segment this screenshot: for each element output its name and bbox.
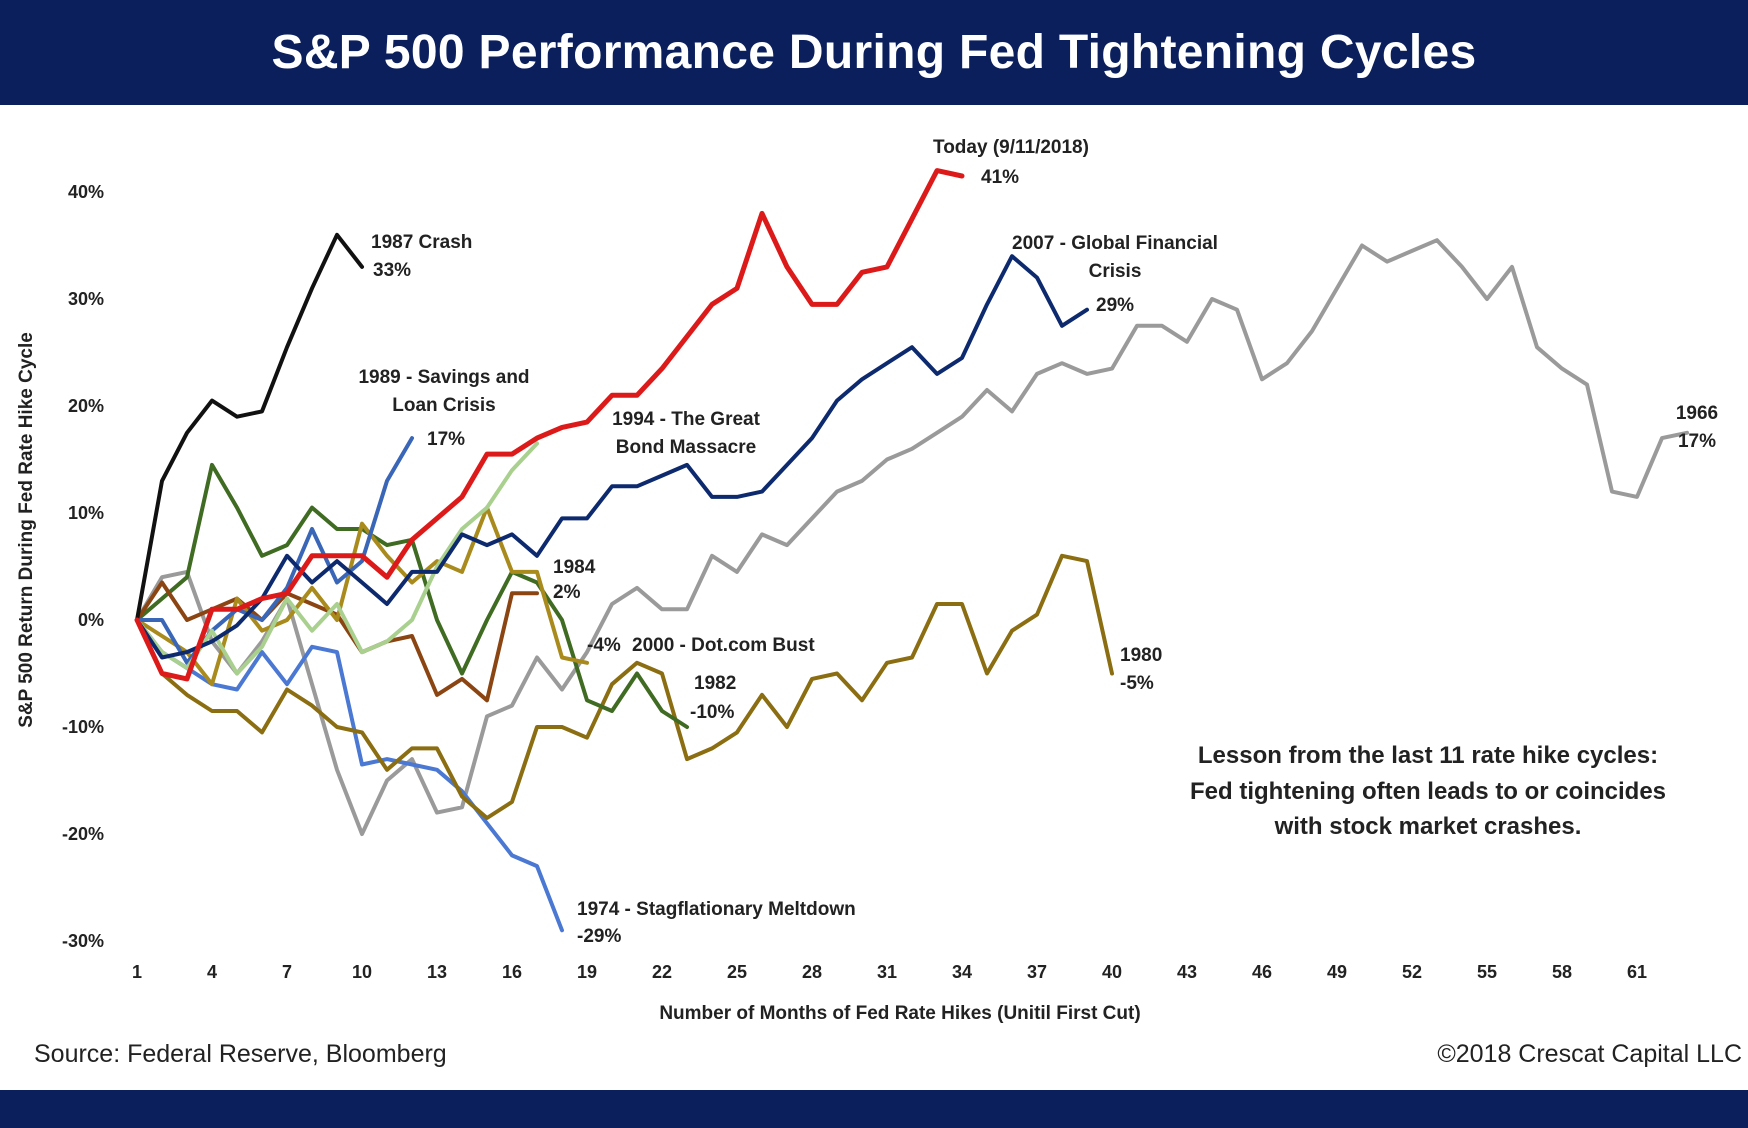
series-line-s1989 [135, 436, 414, 665]
header-bar: S&P 500 Performance During Fed Tightenin… [0, 0, 1748, 105]
lesson-line-2: Fed tightening often leads to or coincid… [1190, 778, 1666, 805]
y-tick-label: 30% [68, 289, 104, 309]
series-label-s1980: -5% [1120, 673, 1154, 694]
y-tick-label: 40% [68, 182, 104, 202]
x-tick-label: 19 [577, 962, 597, 982]
x-tick-label: 37 [1027, 962, 1047, 982]
series-label-s1989: 17% [427, 429, 465, 450]
lesson-line-3: with stock market crashes. [1274, 813, 1582, 840]
y-tick-labels: 40% 30% 20% 10% 0% -10% -20% -30% [62, 182, 104, 951]
page-title: S&P 500 Performance During Fed Tightenin… [271, 26, 1477, 79]
x-tick-labels: 1 4 7 10 13 16 19 22 25 28 31 34 37 40 43 46 49 52 55 58 61 [132, 962, 1647, 982]
series-line-today [134, 168, 965, 682]
series-label-s1982: 1982 [694, 673, 736, 694]
x-tick-label: 13 [427, 962, 447, 982]
footer-bar [0, 1090, 1748, 1128]
y-tick-label: 10% [68, 503, 104, 523]
series-line-s1966 [135, 238, 1689, 836]
series-line-s1994 [135, 254, 1089, 660]
series-label-today: Today (9/11/2018) [933, 137, 1089, 158]
x-axis-label: Number of Months of Fed Rate Hikes (Unit… [659, 1003, 1140, 1024]
series-label-s2000: -4% [587, 635, 621, 656]
series-label-s1987: 1987 Crash [371, 232, 472, 253]
series-label-s1974: -29% [577, 926, 621, 947]
series-label-s1994: 2007 - Global Financial [1012, 233, 1218, 254]
series-line-s1987 [135, 232, 364, 622]
series-line-s2000 [135, 505, 589, 687]
series-label-s1984: 1984 [553, 557, 596, 578]
x-tick-label: 40 [1102, 962, 1122, 982]
series-label-s1982: -10% [690, 702, 734, 723]
series-label-s1994: 29% [1096, 295, 1134, 316]
y-tick-label: 20% [68, 396, 104, 416]
y-tick-label: -10% [62, 717, 104, 737]
x-tick-label: 25 [727, 962, 747, 982]
x-tick-label: 1 [132, 962, 142, 982]
x-tick-label: 58 [1552, 962, 1572, 982]
series-lines [134, 168, 1689, 933]
y-tick-label: 0% [78, 610, 104, 630]
x-tick-label: 52 [1402, 962, 1422, 982]
x-tick-label: 46 [1252, 962, 1272, 982]
y-tick-label: -20% [62, 824, 104, 844]
source-note: Source: Federal Reserve, Bloomberg [34, 1040, 447, 1068]
series-label-today: 41% [981, 167, 1019, 188]
x-tick-label: 34 [952, 962, 972, 982]
x-tick-label: 43 [1177, 962, 1197, 982]
series-label-s1966: 1966 [1676, 403, 1718, 424]
x-tick-label: 28 [802, 962, 822, 982]
series-label-s1994: Bond Massacre [616, 437, 756, 458]
y-tick-label: -30% [62, 931, 104, 951]
series-label-s1989: Loan Crisis [392, 395, 495, 416]
x-tick-label: 61 [1627, 962, 1647, 982]
x-tick-label: 55 [1477, 962, 1497, 982]
series-labels: Today (9/11/2018) 41% 1987 Crash 33% 2007 - … [358, 137, 1718, 947]
series-label-s1987: 33% [373, 260, 411, 281]
x-tick-label: 31 [877, 962, 897, 982]
series-line-s1980 [135, 553, 1114, 820]
series-label-s1984: 2% [553, 582, 581, 603]
x-tick-label: 10 [352, 962, 372, 982]
x-tick-label: 4 [207, 962, 217, 982]
copyright-note: ©2018 Crescat Capital LLC [1437, 1040, 1742, 1068]
x-tick-label: 7 [282, 962, 292, 982]
series-label-s1974: 1974 - Stagflationary Meltdown [577, 899, 856, 920]
series-label-s1994: 1994 - The Great [612, 409, 761, 430]
series-label-s1966: 17% [1678, 431, 1716, 452]
x-tick-label: 49 [1327, 962, 1347, 982]
x-tick-label: 16 [502, 962, 522, 982]
series-label-s1989: 1989 - Savings and [358, 367, 529, 388]
y-axis-label: S&P 500 Return During Fed Rate Hike Cycl… [16, 332, 37, 728]
series-label-s1994: Crisis [1089, 261, 1142, 282]
x-tick-label: 22 [652, 962, 672, 982]
series-label-s2000: 2000 - Dot.com Bust [632, 635, 815, 656]
lesson-line-1: Lesson from the last 11 rate hike cycles… [1198, 742, 1658, 769]
series-label-s1980: 1980 [1120, 645, 1162, 666]
